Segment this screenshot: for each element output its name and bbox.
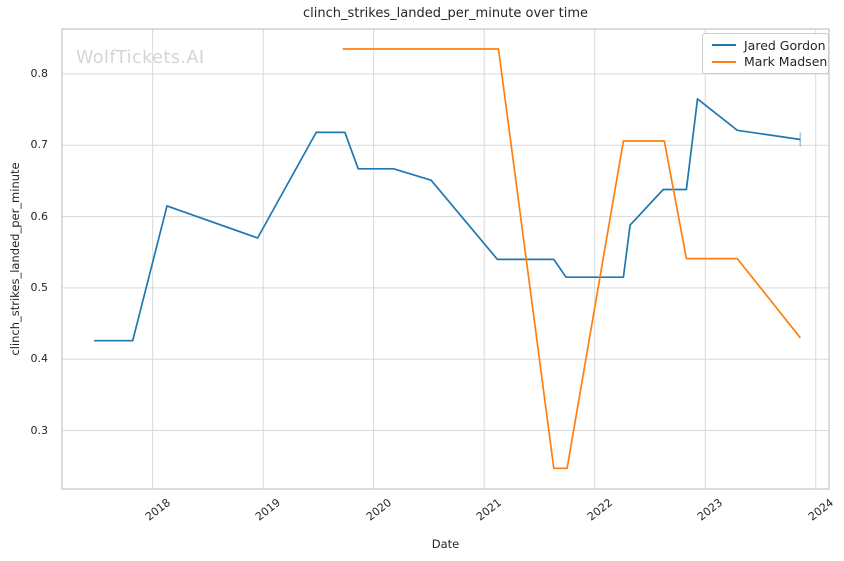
y-axis-label: clinch_strikes_landed_per_minute bbox=[8, 162, 22, 356]
y-tick-label-0.7: 0.7 bbox=[30, 138, 49, 152]
y-tick-label-0.5: 0.5 bbox=[30, 280, 49, 294]
legend-line-swatch-jared-gordon bbox=[712, 44, 736, 47]
y-tick-label-0.3: 0.3 bbox=[30, 423, 49, 437]
x-axis-label: Date bbox=[431, 537, 460, 551]
y-tick-label-0.4: 0.4 bbox=[30, 352, 49, 366]
legend-label-mark-madsen: Mark Madsen bbox=[744, 54, 828, 70]
y-tick-label-0.8: 0.8 bbox=[30, 66, 49, 80]
legend-label-jared-gordon: Jared Gordon bbox=[744, 37, 826, 53]
series-line-jared-gordon bbox=[94, 98, 801, 342]
watermark: WolfTickets.AI bbox=[76, 48, 205, 68]
chart-title: clinch_strikes_landed_per_minute over ti… bbox=[302, 6, 589, 21]
y-tick-label-0.6: 0.6 bbox=[30, 209, 49, 223]
legend-item-jared-gordon: Jared Gordon bbox=[703, 38, 828, 53]
legend-line-swatch-mark-madsen bbox=[712, 60, 736, 63]
axes-spines bbox=[61, 28, 830, 490]
legend-item-mark-madsen: Mark Madsen bbox=[703, 54, 828, 69]
series-line-mark-madsen bbox=[342, 48, 801, 470]
legend: Jared Gordon Mark Madsen bbox=[702, 33, 829, 74]
